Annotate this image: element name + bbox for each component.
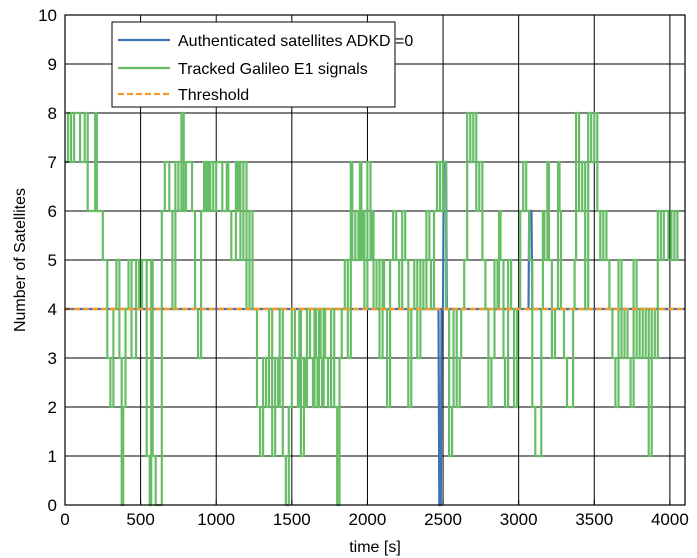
y-tick-label: 8 [48,104,57,123]
y-tick-label: 3 [48,349,57,368]
legend-label-tracked: Tracked Galileo E1 signals [178,61,368,78]
y-tick-label: 0 [48,496,57,515]
legend-label-threshold: Threshold [178,87,249,104]
y-tick-label: 10 [38,6,57,25]
x-tick-label: 2500 [424,510,462,529]
series-line-1 [65,111,679,507]
x-tick-label: 1500 [273,510,311,529]
y-tick-label: 7 [48,153,57,172]
y-axis: 0 1 2 3 4 5 6 7 8 9 10 [38,6,70,515]
y-axis-label: Number of Satellites [12,188,29,332]
y-tick-label: 6 [48,202,57,221]
x-axis: 0 500 1000 1500 2000 2500 3000 3500 4000 [60,500,689,529]
y-tick-label: 2 [48,398,57,417]
x-tick-label: 3000 [500,510,538,529]
x-tick-label: 3500 [575,510,613,529]
legend: Authenticated satellites ADKD =0 Tracked… [111,21,413,108]
x-tick-label: 1000 [197,510,235,529]
x-axis-label: time [s] [349,539,401,556]
y-tick-label: 4 [48,300,57,319]
x-tick-label: 500 [126,510,154,529]
x-tick-label: 0 [60,510,69,529]
legend-label-authenticated: Authenticated satellites ADKD =0 [178,33,413,50]
y-tick-label: 5 [48,251,57,270]
x-tick-label: 2000 [349,510,387,529]
y-tick-label: 9 [48,55,57,74]
y-tick-label: 1 [48,447,57,466]
x-tick-label: 4000 [651,510,689,529]
legend-box [111,21,396,108]
